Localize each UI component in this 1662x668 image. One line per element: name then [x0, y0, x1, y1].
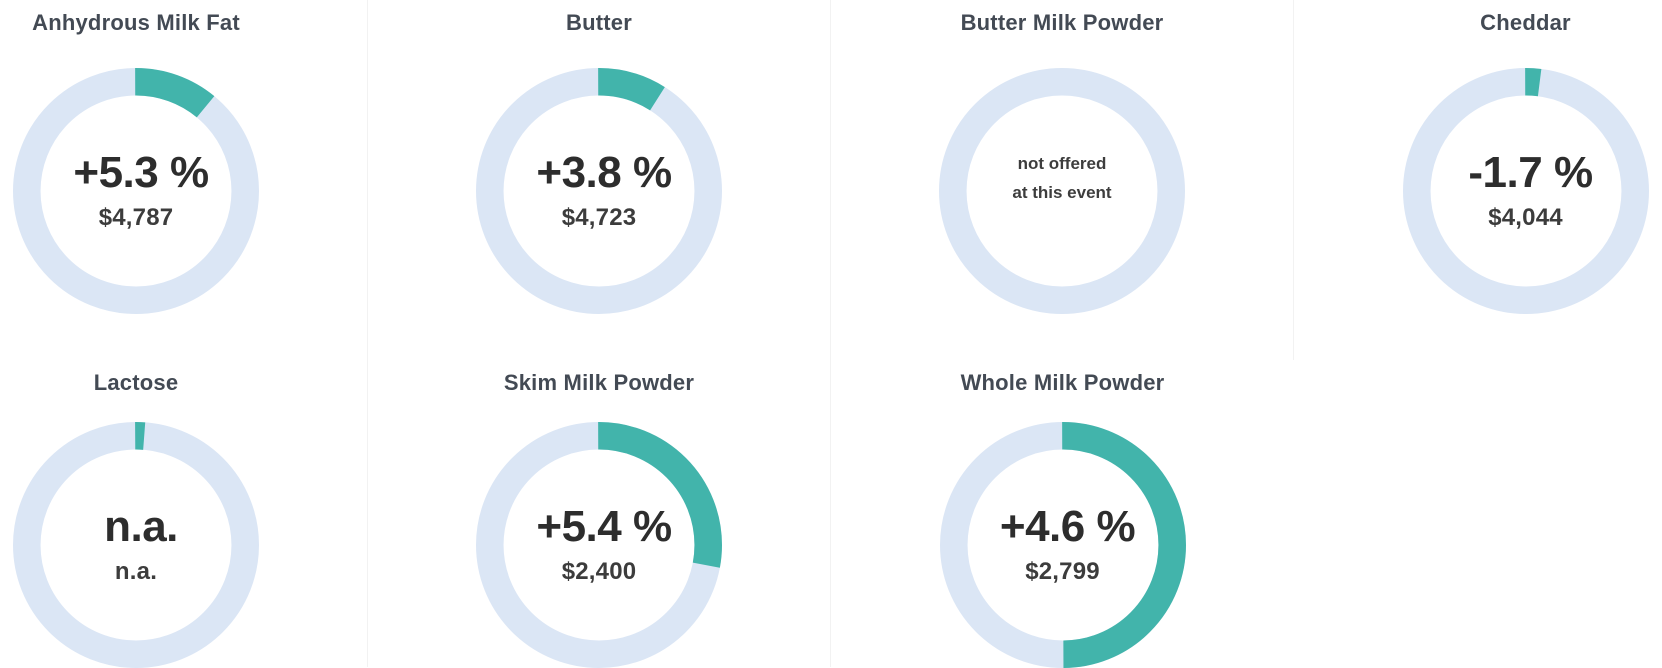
donut-chart: not offered at this event [939, 68, 1185, 314]
product-title: Cheddar [1480, 10, 1571, 35]
price-value: $4,787 [98, 203, 174, 231]
donut-center: -1.7 % $4,044 [1403, 68, 1649, 314]
change-value: -1.7 % [1468, 148, 1593, 198]
product-card: Cheddar -1.7 % $4,044 [1294, 0, 1662, 360]
donut-svg [1402, 68, 1649, 314]
price-value: $2,400 [561, 557, 637, 585]
donut-arc [939, 422, 1186, 668]
change-value: n.a. [104, 502, 178, 552]
donut-arc [476, 422, 722, 668]
change-value: +5.3 % [73, 148, 209, 198]
donut-track-ring [939, 68, 1185, 314]
price-value: $2,799 [1025, 557, 1100, 585]
price-value: n.a. [114, 557, 158, 585]
donut-chart: +5.3 % $4,787 [13, 68, 259, 314]
status-line: at this event [1012, 183, 1112, 202]
product-card: Butter +3.8 % $4,723 [368, 0, 831, 360]
status-line: not offered [1017, 154, 1107, 173]
product-card: Skim Milk Powder +5.4 % $2,400 [368, 360, 831, 668]
product-title: Lactose [93, 370, 179, 395]
product-title: Skim Milk Powder [503, 370, 695, 395]
change-value: +4.6 % [999, 502, 1136, 552]
donut-arc [13, 68, 259, 314]
donut-chart: +5.4 % $2,400 [476, 422, 722, 668]
status-text: not offered at this event [1012, 149, 1111, 207]
product-card: Whole Milk Powder +4.6 % $2,799 [831, 360, 1294, 668]
donut-center: +3.8 % $4,723 [476, 68, 722, 314]
product-title: Butter [566, 10, 632, 35]
donut-center: n.a. n.a. [13, 422, 259, 668]
change-value: +5.4 % [536, 502, 672, 552]
donut-svg [13, 68, 259, 314]
donut-chart: -1.7 % $4,044 [1402, 68, 1649, 314]
donut-center: +4.6 % $2,799 [940, 422, 1186, 668]
donut-svg [476, 68, 722, 314]
change-value: +3.8 % [536, 148, 672, 198]
donut-svg [939, 422, 1186, 668]
donut-center: +5.4 % $2,400 [476, 422, 722, 668]
donut-center: not offered at this event [939, 68, 1185, 314]
donut-chart: n.a. n.a. [13, 422, 259, 668]
price-value: $4,044 [1488, 203, 1563, 231]
donut-svg [13, 422, 259, 668]
donut-arc [1402, 68, 1649, 314]
product-card: Butter Milk Powder not offered at this eve… [831, 0, 1294, 360]
product-title: Whole Milk Powder [960, 370, 1165, 395]
donut-chart: +3.8 % $4,723 [476, 68, 722, 314]
donut-chart: +4.6 % $2,799 [939, 422, 1186, 668]
product-title: Butter Milk Powder [960, 10, 1164, 35]
donut-center: +5.3 % $4,787 [13, 68, 259, 314]
donut-arc [476, 68, 722, 314]
product-card: Lactose n.a. n.a. [0, 360, 368, 668]
donut-svg [939, 68, 1185, 314]
product-card: Anhydrous Milk Fat +5.3 % $4,787 [0, 0, 368, 360]
price-value: $4,723 [561, 203, 637, 231]
donut-arc [13, 422, 259, 668]
donut-svg [476, 422, 722, 668]
product-title: Anhydrous Milk Fat [32, 10, 240, 35]
